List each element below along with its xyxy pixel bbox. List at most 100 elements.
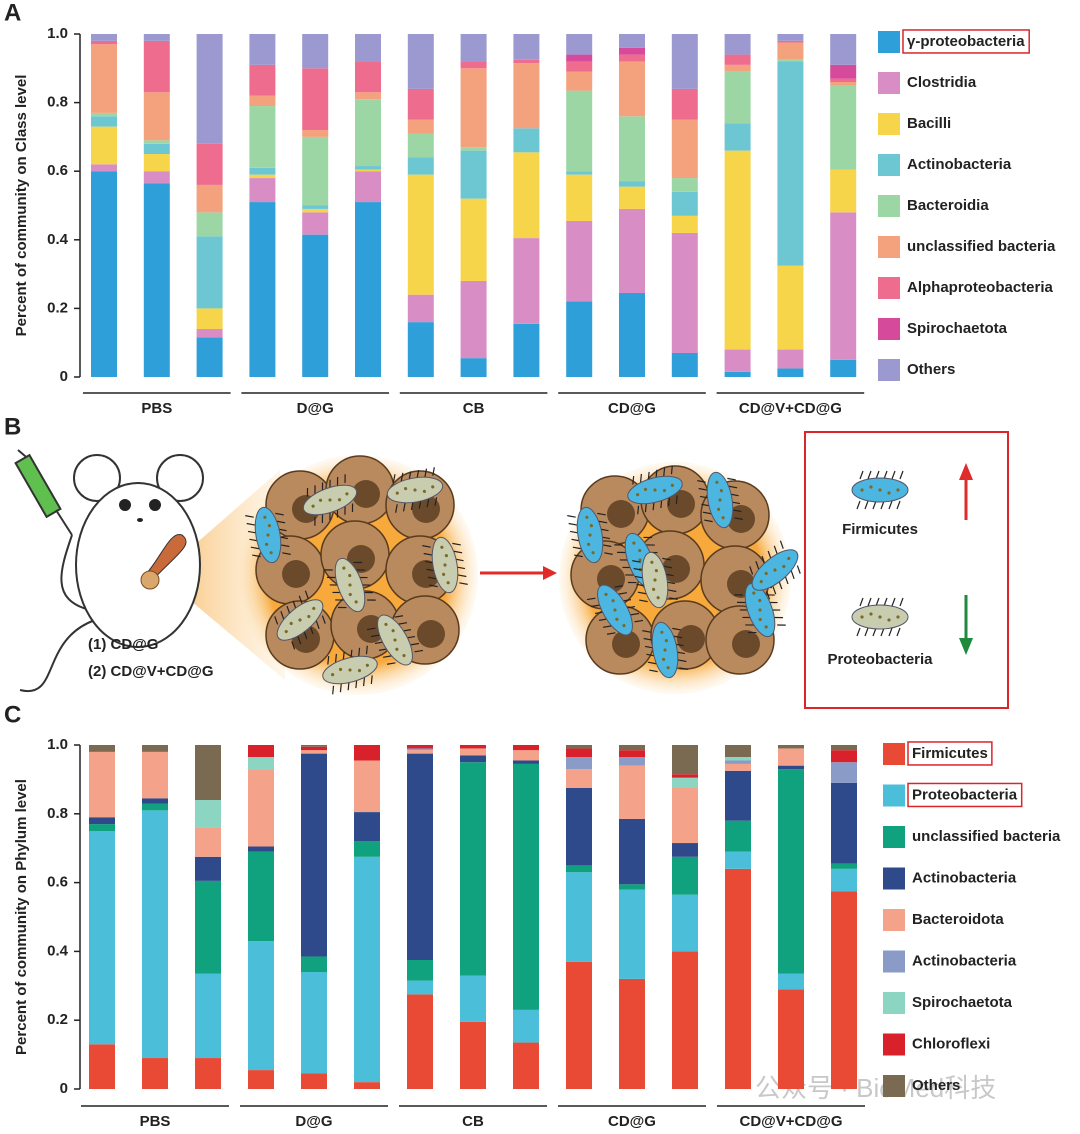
bar-segment [302,136,329,206]
dot [666,666,670,670]
dot [860,488,864,492]
legend-highlight [902,29,1030,54]
bar-segment [619,765,645,819]
flagellum [457,574,467,578]
dot [773,568,777,572]
firmicute-icon [851,470,909,510]
bar-segment [460,745,486,749]
bar-segment [143,171,170,184]
syringe [14,449,73,536]
flagellum [614,585,624,588]
legend-swatch [878,113,900,135]
bar-segment [354,856,380,1083]
bar-segment [355,61,381,93]
y-tick-label: 0 [60,1080,68,1097]
bar-segment [831,868,857,892]
dot [311,504,315,508]
flagellum [602,544,612,548]
group-label: CD@V+CD@G [739,1113,842,1130]
dot [328,498,332,502]
bar-segment [619,745,645,751]
bar-segment [619,186,645,209]
dot [663,648,667,652]
bar-segment [91,164,117,172]
flagellum [677,659,687,663]
bar-segment [249,178,276,203]
y-tick-label: 0.6 [47,874,68,891]
flagellum [370,634,380,638]
y-tick-label: 1.0 [47,736,68,753]
bar-segment [830,64,857,79]
bar-segment [91,40,117,45]
bar-segment [671,215,698,233]
bar-segment [195,1058,221,1089]
bar-segment [460,748,486,756]
dot [267,524,271,528]
bar-segment [301,750,327,754]
firmicute [749,540,801,600]
bar-segment [249,106,276,168]
group-label: PBS [140,1113,171,1130]
dot [345,492,349,496]
bar-segment [566,788,592,866]
flagellum [864,500,869,510]
bar-segment [249,64,276,96]
legend-swatch [883,784,905,807]
flagellum [672,627,681,631]
flagellum [356,569,365,571]
bar-segment [725,868,751,1089]
dot [402,653,406,658]
dot [442,572,446,576]
proteobacterium [366,614,424,666]
bar-segment [566,961,592,1089]
bar-segment [249,202,276,377]
legend-label: Alphaproteobacteria [907,279,1054,296]
flagellum [675,495,678,505]
ear [156,454,204,502]
flagellum [367,599,376,601]
bar-segment [143,140,170,144]
dot [585,515,589,519]
bar-segment [196,34,223,144]
dot [662,488,667,493]
bar-segment [566,769,592,788]
flagellum [321,514,324,523]
dot [337,498,342,502]
bar-segment [91,112,117,117]
dot [269,551,273,555]
flagellum [363,677,366,687]
tail [19,619,96,693]
dot [338,667,343,672]
legend-swatch [883,950,905,973]
bar-segment [671,352,698,377]
bar-segment [248,846,274,852]
bar-segment [830,169,857,213]
bar-segment [89,1044,115,1089]
bar-segment [513,238,540,324]
bar-segment [830,85,857,170]
y-tick-label: 0.2 [47,299,68,316]
flagellum [891,470,896,480]
flagellum [398,622,408,625]
dot [869,612,873,616]
legend-label: Bacilli [907,115,951,132]
flagellum [704,519,713,523]
bar-segment [619,750,645,758]
bar-segment [777,34,804,41]
dot [413,488,417,492]
flagellum [392,474,396,483]
flagellum [597,512,606,516]
bar-segment [143,183,170,377]
flagellum [888,500,893,510]
dot [759,579,763,584]
flagellum [572,546,582,550]
dot [263,515,267,519]
dot [717,507,721,511]
flagellum [568,522,578,526]
bar-segment [249,174,276,179]
firmicute [627,465,683,515]
flagellum [453,550,463,554]
legend-label: unclassified bacteria [907,238,1056,255]
firmicute [697,471,743,529]
